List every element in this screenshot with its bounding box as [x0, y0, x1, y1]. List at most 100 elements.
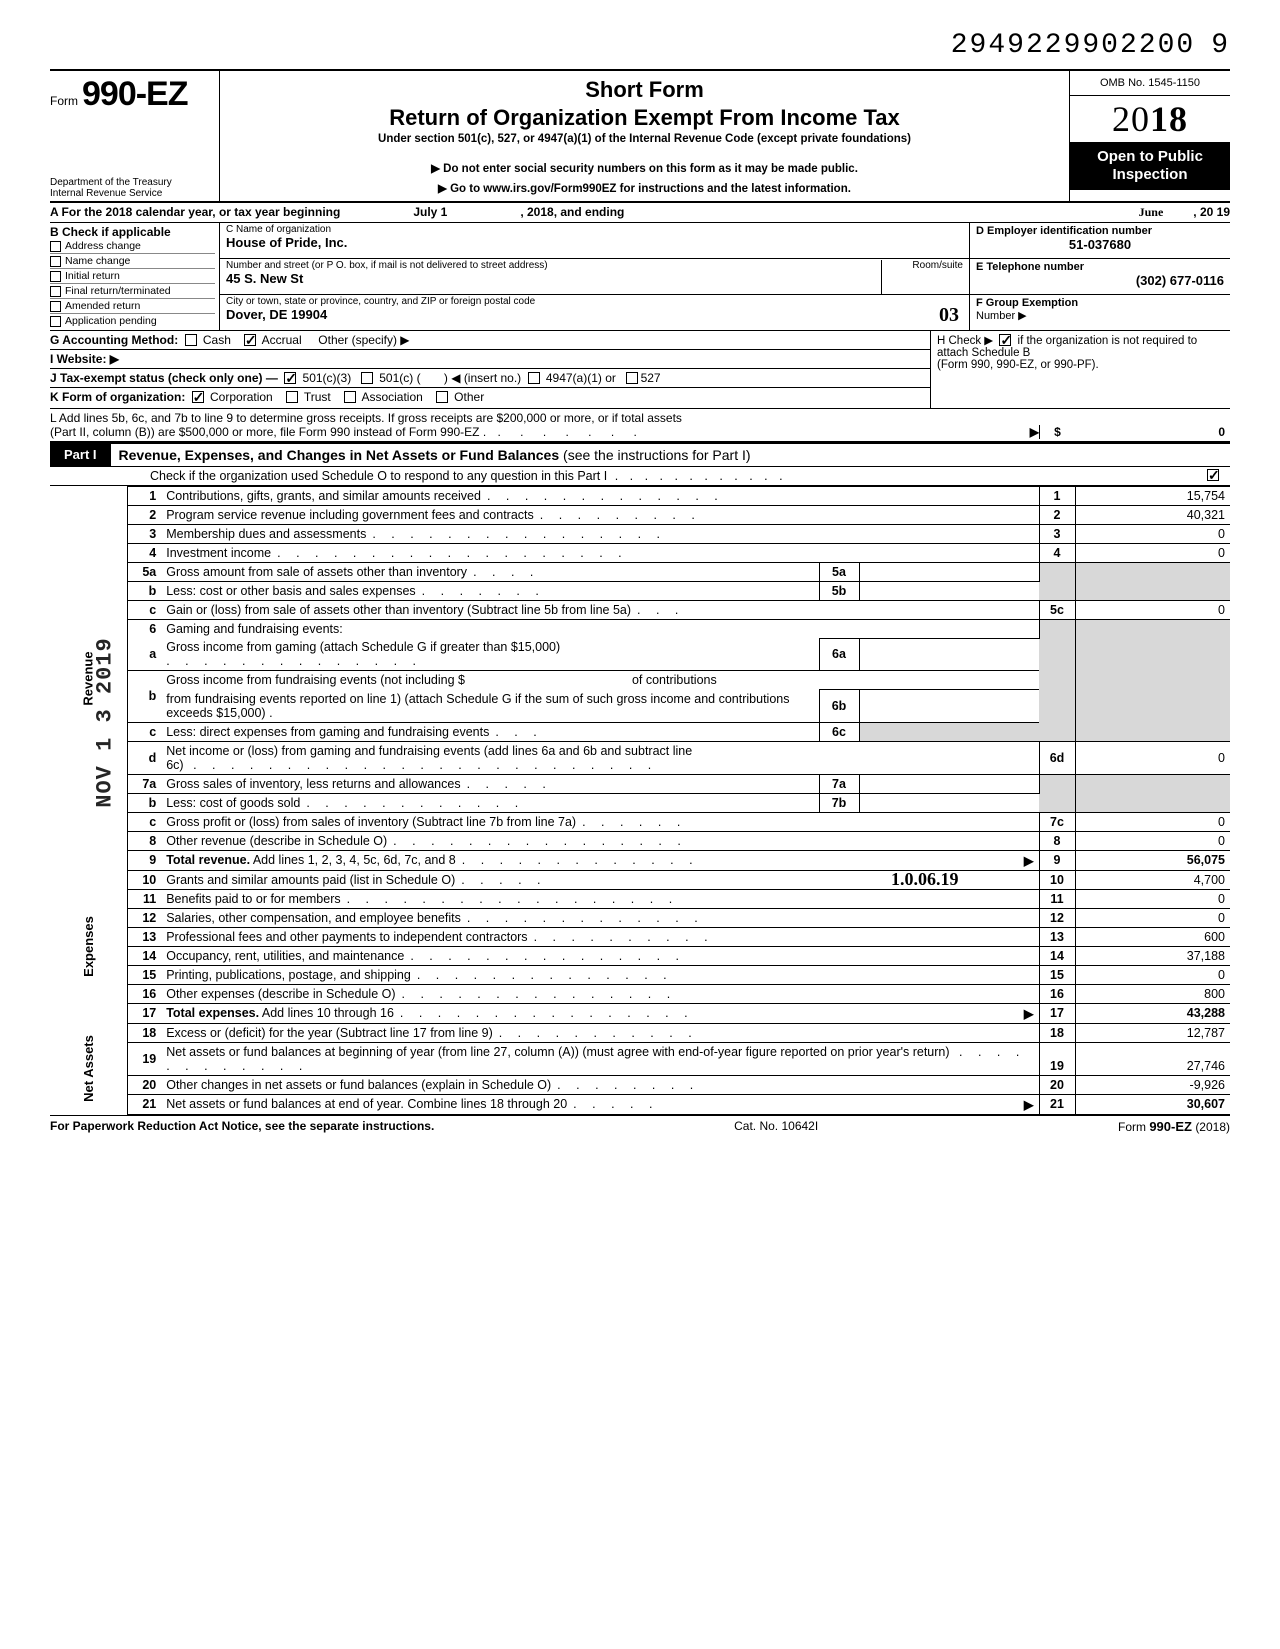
line-14: 14 Occupancy, rent, utilities, and maint…: [50, 946, 1230, 965]
open2: Inspection: [1074, 166, 1226, 184]
footer-left: For Paperwork Reduction Act Notice, see …: [50, 1119, 434, 1134]
part-1-subtitle: (see the instructions for Part I): [563, 447, 751, 463]
c-street-label: Number and street (or P O. box, if mail …: [226, 260, 963, 271]
header-left: Form 990-EZ Department of the Treasury I…: [50, 71, 220, 201]
goto-line: ▶ Go to www.irs.gov/Form990EZ for instru…: [228, 181, 1061, 195]
dept2: Internal Revenue Service: [50, 188, 213, 199]
check-o-text: Check if the organization used Schedule …: [150, 469, 607, 483]
line-12: 12 Salaries, other compensation, and emp…: [50, 908, 1230, 927]
j-527-checkbox[interactable]: [626, 372, 638, 384]
page-stamp: 29492299022009: [50, 30, 1230, 61]
j-label: J Tax-exempt status (check only one) —: [50, 371, 278, 385]
g-accrual-checkbox[interactable]: [244, 334, 256, 346]
checkbox-icon[interactable]: [50, 286, 61, 297]
line-desc: Contributions, gifts, grants, and simila…: [161, 486, 1039, 505]
row-a-end-month: June: [1139, 205, 1164, 220]
d-label: D Employer identification number: [976, 225, 1224, 237]
k-assoc-checkbox[interactable]: [344, 391, 356, 403]
form-word: Form: [50, 94, 78, 108]
shaded-cell: [1075, 562, 1230, 600]
tax-year: 2018: [1070, 96, 1230, 142]
j-527: 527: [641, 371, 661, 385]
under-section: Under section 501(c), 527, or 4947(a)(1)…: [228, 133, 1061, 145]
line-18: Net Assets 18 Excess or (deficit) for th…: [50, 1023, 1230, 1042]
b-opt-pending: Application pending: [50, 316, 215, 329]
row-k: K Form of organization: Corporation Trus…: [50, 388, 930, 406]
shaded-cell: [1039, 619, 1075, 741]
c-name-cell: C Name of organization House of Pride, I…: [220, 223, 969, 259]
ssn-warning: ▶ Do not enter social security numbers o…: [228, 161, 1061, 175]
checkbox-icon[interactable]: [50, 271, 61, 282]
line-3: 3 Membership dues and assessments. . . .…: [50, 524, 1230, 543]
e-phone: (302) 677-0116: [976, 273, 1224, 288]
b-opt-address: Address change: [50, 241, 215, 255]
form-number: 990-EZ: [82, 75, 188, 114]
year-bold: 18: [1150, 99, 1188, 139]
line-21: 21 Net assets or fund balances at end of…: [50, 1094, 1230, 1114]
footer-cat-no: Cat. No. 10642I: [734, 1119, 818, 1134]
line-10: Expenses 10 Grants and similar amounts p…: [50, 870, 1230, 889]
line-17: 17 Total expenses. Add lines 10 through …: [50, 1003, 1230, 1023]
j-4947-checkbox[interactable]: [528, 372, 540, 384]
j-501c3-checkbox[interactable]: [284, 372, 296, 384]
row-g: G Accounting Method: Cash Accrual Other …: [50, 333, 930, 350]
schedule-o-check-line: Check if the organization used Schedule …: [50, 467, 1230, 486]
header-right: OMB No. 1545-1150 2018 Open to Public In…: [1070, 71, 1230, 201]
part-1-title: Revenue, Expenses, and Changes in Net As…: [111, 444, 1230, 466]
k-corp-checkbox[interactable]: [192, 391, 204, 403]
h-checkbox[interactable]: [999, 334, 1011, 346]
b-opt-name: Name change: [50, 256, 215, 270]
section-c: C Name of organization House of Pride, I…: [220, 223, 970, 330]
k-assoc: Association: [361, 390, 422, 404]
f-label: F Group Exemption: [976, 297, 1078, 309]
f-sub: Number ▶: [976, 310, 1027, 322]
b-header: B Check if applicable: [50, 225, 215, 239]
line-9: 9 Total revenue. Add lines 1, 2, 3, 4, 5…: [50, 850, 1230, 870]
c-name-label: C Name of organization: [226, 224, 963, 235]
room-suite-label: Room/suite: [881, 260, 963, 295]
section-d-e-f: D Employer identification number 51-0376…: [970, 223, 1230, 330]
e-cell: E Telephone number (302) 677-0116: [970, 259, 1230, 295]
g-label: G Accounting Method:: [50, 333, 178, 347]
line-5c: c Gain or (loss) from sale of assets oth…: [50, 600, 1230, 619]
e-label: E Telephone number: [976, 261, 1224, 273]
checkbox-icon[interactable]: [50, 256, 61, 267]
line-6d: d Net income or (loss) from gaming and f…: [50, 741, 1230, 774]
d-cell: D Employer identification number 51-0376…: [970, 223, 1230, 259]
c-street-cell: Room/suite Number and street (or P O. bo…: [220, 259, 969, 295]
dept-lines: Department of the Treasury Internal Reve…: [50, 177, 213, 199]
h-text1: H Check ▶: [937, 335, 993, 347]
k-other-checkbox[interactable]: [436, 391, 448, 403]
g-accrual: Accrual: [262, 333, 302, 347]
line-5a: 5a Gross amount from sale of assets othe…: [50, 562, 1230, 581]
checkbox-icon[interactable]: [50, 301, 61, 312]
amount: 15,754: [1075, 486, 1230, 505]
footer-right: Form 990-EZ (2018): [1118, 1119, 1230, 1134]
j-501c: 501(c) (: [379, 371, 420, 385]
line-16: 16 Other expenses (describe in Schedule …: [50, 984, 1230, 1003]
line-2: 2 Program service revenue including gove…: [50, 505, 1230, 524]
k-label: K Form of organization:: [50, 390, 185, 404]
j-501c3: 501(c)(3): [303, 371, 352, 385]
checkbox-icon[interactable]: [50, 241, 61, 252]
g-cash-checkbox[interactable]: [185, 334, 197, 346]
line-20: 20 Other changes in net assets or fund b…: [50, 1075, 1230, 1094]
header-center: Short Form Return of Organization Exempt…: [220, 71, 1070, 201]
i-label: I Website: ▶: [50, 352, 119, 366]
stamp-suffix: 9: [1211, 30, 1230, 61]
arrow-icon: ▶: [1030, 425, 1039, 439]
side-net-assets: Net Assets: [50, 1023, 127, 1114]
k-trust-checkbox[interactable]: [286, 391, 298, 403]
schedule-o-checkbox[interactable]: [1207, 469, 1219, 481]
row-a-label: A For the 2018 calendar year, or tax yea…: [50, 205, 340, 219]
h-block: H Check ▶ if the organization is not req…: [930, 331, 1230, 408]
checkbox-icon[interactable]: [50, 316, 61, 327]
c-city-cell: City or town, state or province, country…: [220, 295, 969, 330]
line-15: 15 Printing, publications, postage, and …: [50, 965, 1230, 984]
j-501c-checkbox[interactable]: [361, 372, 373, 384]
c-org-name: House of Pride, Inc.: [226, 235, 963, 250]
line-13: 13 Professional fees and other payments …: [50, 927, 1230, 946]
form-header: Form 990-EZ Department of the Treasury I…: [50, 69, 1230, 203]
b-opt-initial: Initial return: [50, 271, 215, 285]
shaded-cell: [1075, 619, 1230, 741]
